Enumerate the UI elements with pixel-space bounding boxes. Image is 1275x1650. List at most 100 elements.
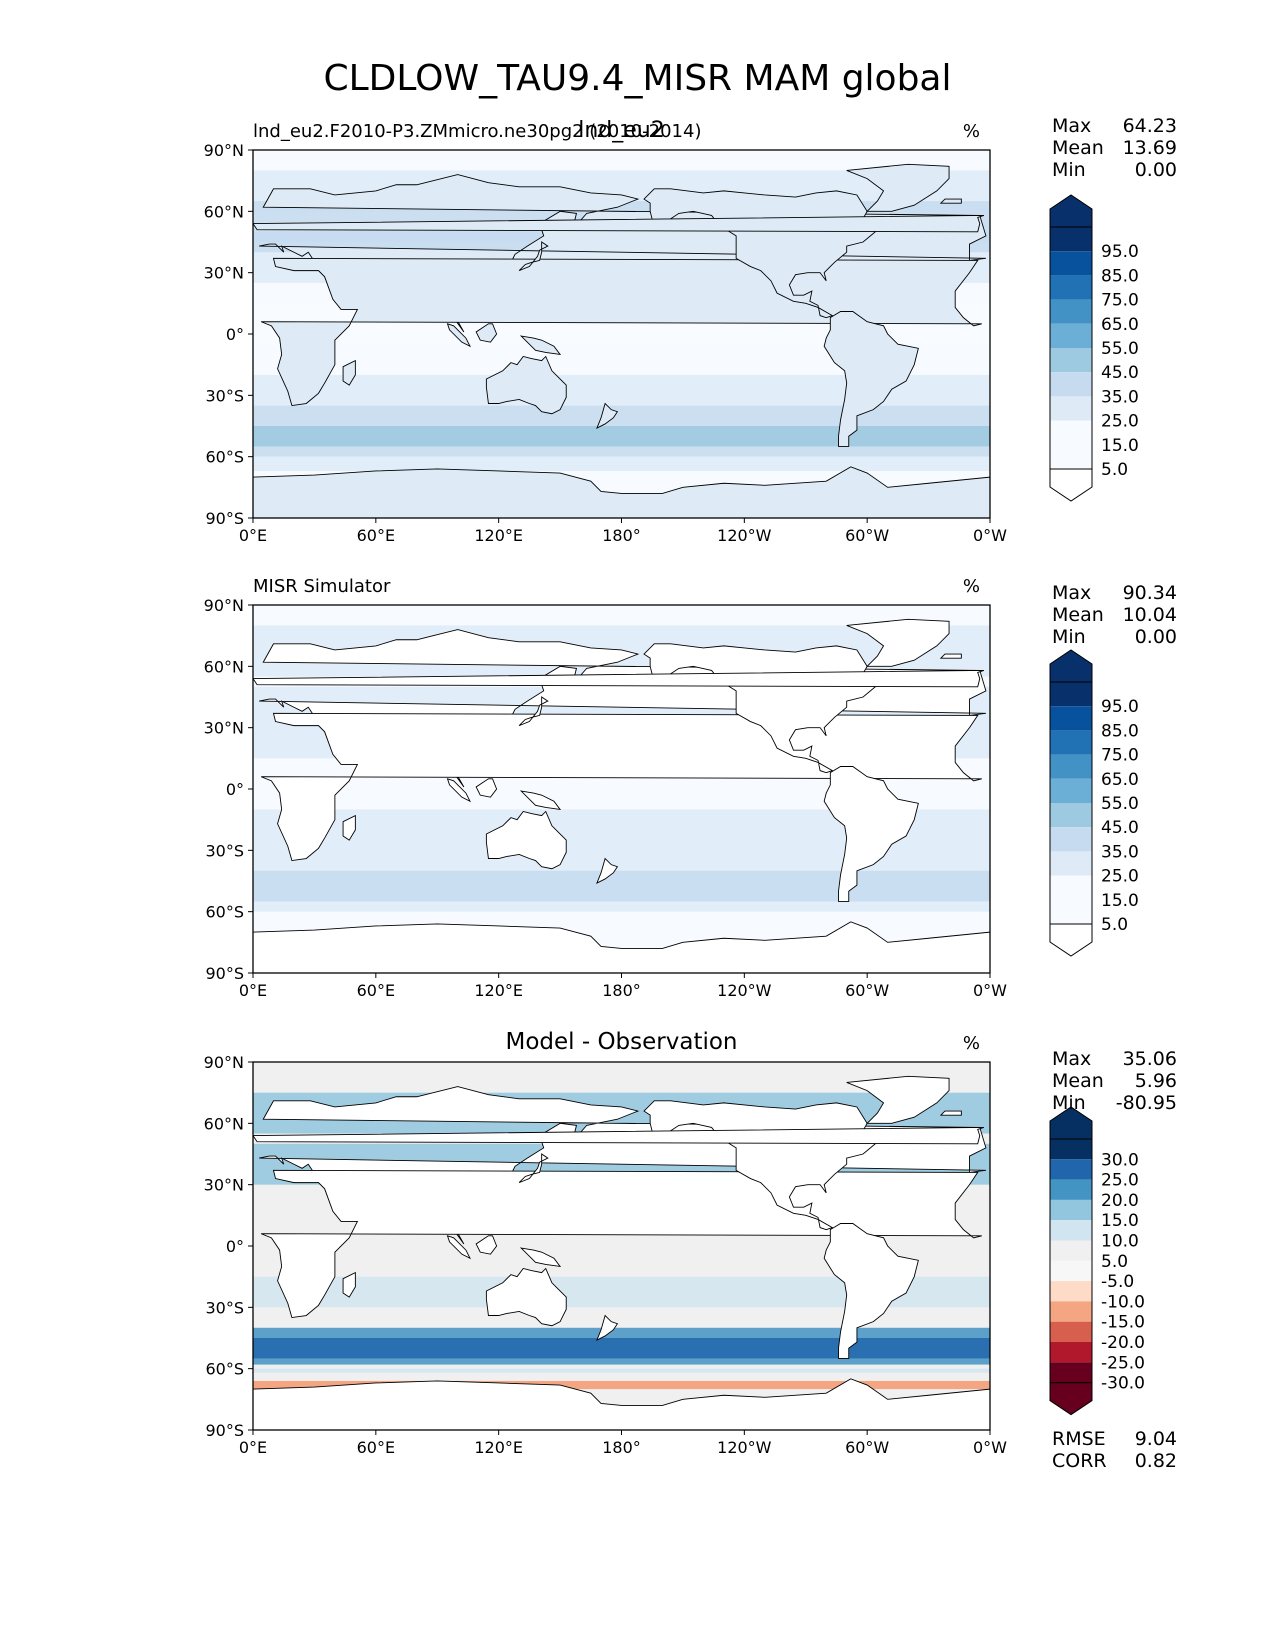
colorbar: 95.0 85.0 75.0 65.0 55.0 45.0 35.0 25.0 15.0 5.0 (1049, 194, 1139, 502)
colorbar-segment (1050, 444, 1092, 469)
colorbar-label: 20.0 (1101, 1191, 1139, 1211)
panel-center-title: Model - Observation (505, 1029, 737, 1055)
colorbar-segment (1050, 1220, 1092, 1241)
lat-tick-label: 30°S (205, 386, 244, 405)
colorbar: 95.0 85.0 75.0 65.0 55.0 45.0 35.0 25.0 15.0 5.0 (1049, 649, 1139, 957)
colorbar-segment (1050, 1240, 1092, 1261)
map-field (253, 1062, 990, 1430)
field-band (253, 1368, 990, 1373)
coastline (87, 767, 181, 902)
colorbar-extend-bottom (1049, 1382, 1093, 1416)
lon-tick-label: 0°W (973, 526, 1007, 545)
coastline (518, 696, 549, 727)
stat-label: Min (1052, 626, 1086, 648)
colorbar-segment (1050, 1179, 1092, 1200)
colorbar-frame (1049, 1138, 1093, 1384)
colorbar-label: 85.0 (1101, 721, 1139, 741)
colorbar-segment (1050, 348, 1092, 373)
field-band (253, 870, 990, 902)
stat-value: 90.34 (1122, 582, 1177, 604)
colorbar-label: -25.0 (1101, 1353, 1145, 1373)
lon-tick-label: 60°W (845, 981, 889, 1000)
colorbar-segment (1050, 682, 1092, 707)
lon-tick-label: 60°W (845, 526, 889, 545)
coastline (446, 323, 472, 348)
colorbar-extend-top (1049, 194, 1093, 228)
stat-label: Min (1052, 159, 1086, 181)
coastline (342, 1271, 356, 1298)
field-band (253, 426, 990, 447)
lat-tick-label: 90°S (205, 1421, 244, 1440)
panel-left-title: lnd_eu2.F2010-P3.ZMmicro.ne30pg2 (2010-2… (253, 121, 701, 142)
coastline (87, 312, 181, 447)
colorbar-extend-bottom (1049, 468, 1093, 502)
stat-label: Mean (1052, 137, 1104, 159)
coastline (518, 1153, 549, 1184)
stat-value: 5.96 (1134, 1070, 1177, 1092)
lon-tick-label: 0°E (239, 526, 267, 545)
stat-label: Max (1052, 1048, 1092, 1070)
coastline (823, 311, 919, 447)
coastline (475, 323, 498, 343)
colorbar-segment (1050, 1362, 1092, 1383)
map-field (0, 605, 990, 973)
coastline (823, 766, 919, 902)
coastline (485, 355, 567, 415)
coastline (518, 241, 549, 272)
coastline (475, 1235, 498, 1255)
map-field (0, 150, 990, 518)
colorbar-segment (1050, 706, 1092, 731)
colorbar-segment (1050, 1139, 1092, 1160)
colorbar-label: 15.0 (1101, 891, 1139, 911)
coastline (596, 857, 619, 884)
lon-tick-label: 120°W (717, 526, 772, 545)
stat-value: 0.00 (1134, 159, 1177, 181)
colorbar-label: 25.0 (1101, 1171, 1139, 1191)
colorbar-label: 45.0 (1101, 363, 1139, 383)
coastline (0, 644, 138, 773)
colorbar-label: -30.0 (1101, 1374, 1145, 1394)
field-band (253, 456, 990, 471)
colorbar-segment (1050, 1260, 1092, 1282)
colorbar-segment (1050, 275, 1092, 300)
coastline (342, 814, 356, 841)
colorbar-segment (1050, 899, 1092, 924)
panel-left-title: MISR Simulator (253, 576, 391, 597)
colorbar-segment (1050, 851, 1092, 876)
colorbar-label: 95.0 (1101, 697, 1139, 717)
coastline (110, 164, 212, 211)
coastline (446, 1235, 472, 1260)
colorbar-label: 55.0 (1101, 794, 1139, 814)
colorbar-label: -20.0 (1101, 1333, 1145, 1353)
colorbar-label: 65.0 (1101, 770, 1139, 790)
coastline (110, 619, 212, 666)
colorbar-segment (1050, 299, 1092, 324)
coastline (0, 630, 249, 787)
colorbar-segment (1050, 730, 1092, 755)
coastline (939, 1110, 962, 1116)
figure-title: CLDLOW_TAU9.4_MISR MAM global (323, 58, 952, 99)
lat-tick-label: 60°N (204, 657, 244, 676)
lat-tick-label: 90°S (205, 509, 244, 528)
map-panel-diff: 90°N 60°N 30°N 0° 30°S 60°S 90°S0°E 60°E 120°E 18… (204, 1029, 1145, 1457)
colorbar-label: -10.0 (1101, 1292, 1145, 1312)
colorbar-label: 75.0 (1101, 746, 1139, 766)
coastline (0, 175, 249, 332)
stat-label: RMSE (1052, 1428, 1106, 1450)
stat-value: 35.06 (1122, 1048, 1177, 1070)
lon-tick-label: 120°W (717, 981, 772, 1000)
colorbar-label: 35.0 (1101, 842, 1139, 862)
field-band-negative (253, 1380, 990, 1390)
lon-tick-label: 0°E (239, 981, 267, 1000)
colorbar-extend-top (1049, 649, 1093, 683)
lon-tick-label: 120°E (474, 981, 523, 1000)
lat-tick-label: 90°S (205, 964, 244, 983)
colorbar-segment (1050, 754, 1092, 779)
map-panel-model: 90°N 60°N 30°N 0° 30°S 60°S 90°S0°E 60°E 120°E 18… (0, 118, 1139, 545)
coastline (519, 790, 562, 811)
colorbar-label: 5.0 (1101, 915, 1128, 935)
coastline (253, 669, 985, 688)
colorbar-frame (1049, 681, 1093, 925)
coastline (475, 778, 498, 798)
